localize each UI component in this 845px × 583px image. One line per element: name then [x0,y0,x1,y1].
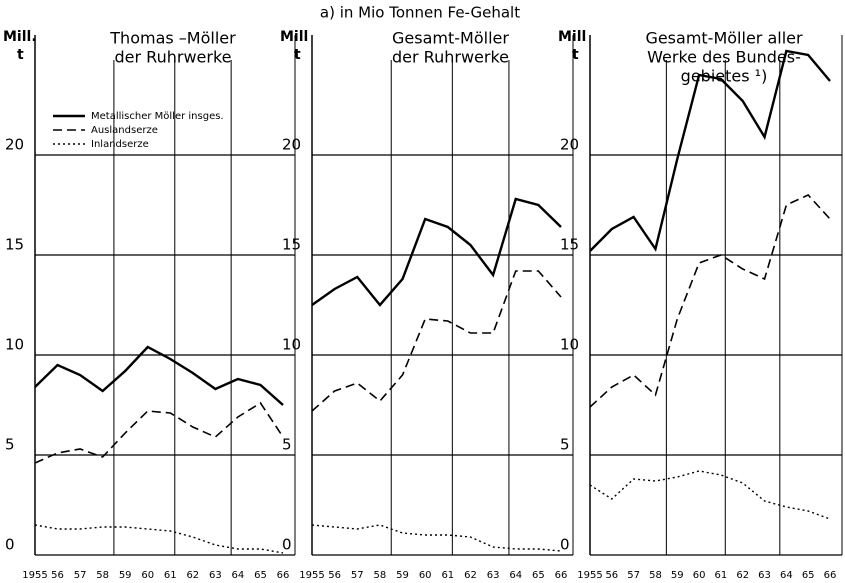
series-line [589,470,831,520]
y-axis-label: t [294,47,301,63]
x-tick-label: 63 [209,570,222,581]
panel-title: gebietes ¹) [681,67,768,86]
panel-title: Gesamt-Möller aller [645,29,803,48]
panel-title: Thomas –Möller [109,29,236,48]
x-tick-label: 57 [74,570,87,581]
x-tick-label: 63 [487,570,500,581]
x-tick-label: 60 [141,570,154,581]
series-line [311,270,562,412]
y-axis-label: t [572,47,579,63]
x-tick-label: 64 [232,570,245,581]
x-tick-label: 57 [351,570,364,581]
x-tick-label: 65 [802,570,815,581]
series-line [589,49,831,252]
y-axis-label: Mill [558,29,586,45]
x-tick-label: 60 [693,570,706,581]
x-tick-label: 61 [441,570,454,581]
x-tick-label: 58 [374,570,387,581]
y-tick-label: 15 [5,236,24,254]
y-tick-label: 20 [282,136,301,154]
x-tick-label: 62 [464,570,477,581]
x-tick-label: 61 [715,570,728,581]
y-tick-label: 10 [5,336,24,354]
series-line [34,524,284,554]
x-tick-label: 59 [119,570,132,581]
x-tick-label: 62 [186,570,199,581]
legend-label: Auslandserze [91,125,158,136]
y-tick-label: 20 [560,136,579,154]
series-line [589,194,831,408]
x-tick-label: 66 [824,570,837,581]
x-tick-label: 56 [328,570,341,581]
y-axis-label: t [17,47,24,63]
x-tick-label: 60 [419,570,432,581]
x-tick-label: 59 [396,570,409,581]
y-tick-label: 10 [560,336,579,354]
x-tick-label: 56 [605,570,618,581]
panel-title: der Ruhrwerke [115,48,232,67]
y-tick-label: 5 [282,436,292,454]
series-line [311,524,562,552]
legend-label: Metallischer Möller insges. [91,111,224,122]
x-tick-label: 64 [509,570,522,581]
x-tick-label: 65 [254,570,267,581]
y-tick-label: 5 [5,436,15,454]
x-tick-label: 1955 [299,570,324,581]
series-line [34,345,284,406]
x-tick-label: 1955 [577,570,602,581]
x-tick-label: 63 [758,570,771,581]
y-tick-label: 20 [5,136,24,154]
panel-title: Gesamt-Möller [392,29,509,48]
y-tick-label: 5 [560,436,570,454]
panel-title: Werke des Bundes- [647,48,801,67]
y-tick-label: 15 [282,236,301,254]
x-tick-label: 66 [277,570,290,581]
series-line [311,197,562,307]
x-tick-label: 61 [164,570,177,581]
x-tick-label: 58 [649,570,662,581]
x-tick-label: 1955 [22,570,47,581]
x-tick-label: 62 [736,570,749,581]
y-tick-label: 0 [282,536,292,554]
x-tick-label: 65 [532,570,545,581]
x-tick-label: 56 [51,570,64,581]
x-tick-label: 64 [780,570,793,581]
y-tick-label: 15 [560,236,579,254]
x-tick-label: 66 [555,570,568,581]
legend-label: Inlandserze [91,139,149,150]
x-tick-label: 58 [96,570,109,581]
x-tick-label: 59 [671,570,684,581]
figure-title: a) in Mio Tonnen Fe-Gehalt [320,4,520,22]
panel-title: der Ruhrwerke [392,48,509,67]
y-tick-label: 10 [282,336,301,354]
y-tick-label: 0 [5,536,15,554]
series-line [34,401,284,464]
x-tick-label: 57 [627,570,640,581]
y-axis-label: Mill. [3,29,37,45]
y-axis-label: Mill [280,29,308,45]
y-tick-label: 0 [560,536,570,554]
